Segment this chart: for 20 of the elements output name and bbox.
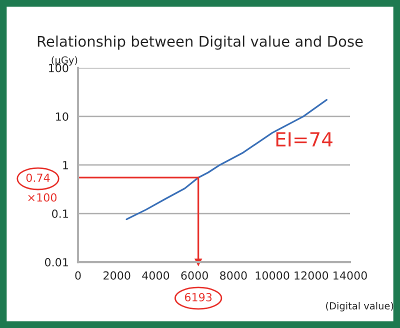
y-tick-label: 0.1 (52, 210, 68, 218)
x-tick-label: 14000 (334, 271, 367, 280)
y-axis-title: (μGy) (52, 56, 78, 66)
text: ×100 (28, 193, 57, 202)
x-tick-label: 0 (75, 271, 81, 280)
y-tick-label: 0.01 (44, 258, 68, 266)
text: 0.74 (26, 174, 50, 182)
chart-title: Relationship between Digital value and Dose (38, 36, 363, 50)
x-tick-label: 12000 (294, 271, 328, 280)
x-tick-label: 4000 (142, 271, 170, 280)
x-tick-label: 10000 (256, 271, 290, 280)
x-tick-label: 6000 (181, 271, 208, 280)
ref-line-label: 6193 (184, 293, 212, 302)
x-tick-label: 8000 (220, 271, 247, 280)
annotation: EI=74 (276, 132, 332, 146)
y-tick-label: 10 (56, 112, 68, 121)
y-tick-label: 100 (48, 64, 68, 72)
y-tick-label: 1 (63, 161, 68, 170)
x-tick-label: 2000 (104, 271, 130, 280)
x-axis-title: (Digital value) (326, 302, 394, 312)
